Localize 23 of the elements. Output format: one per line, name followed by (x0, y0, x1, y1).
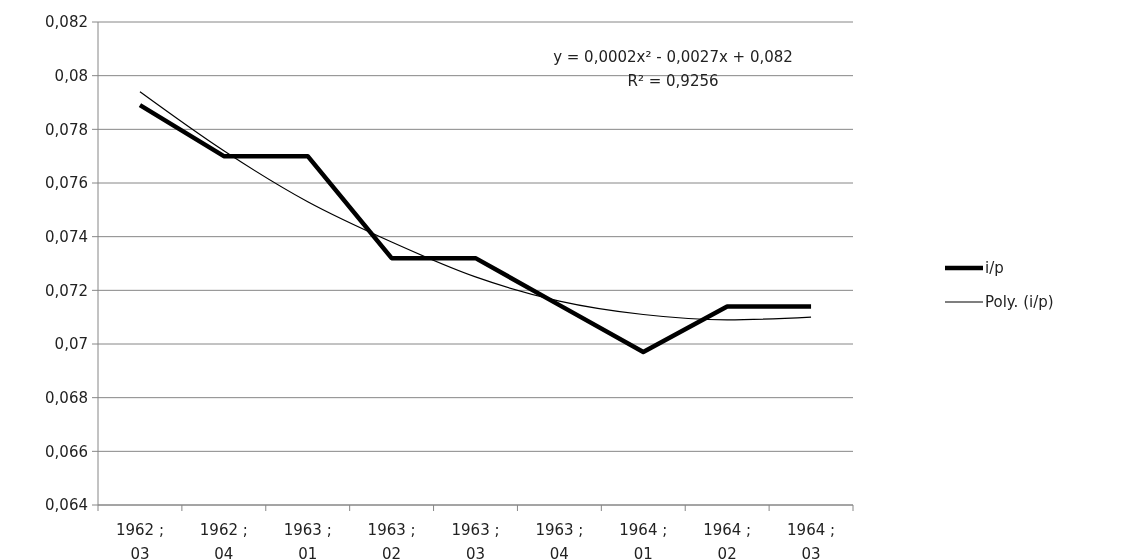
y-tick-label: 0,072 (45, 281, 88, 300)
x-tick-label: 1963 ; 01 (283, 521, 332, 560)
y-tick-label: 0,076 (45, 174, 88, 193)
x-tick-label: 1963 ; 02 (367, 521, 416, 560)
y-tick-label: 0,07 (54, 335, 88, 354)
annotation: y = 0,0002x² - 0,0027x + 0,082 (553, 48, 793, 66)
x-tick-label: 1964 ; 02 (703, 521, 752, 560)
y-tick-label: 0,064 (45, 496, 88, 515)
legend-label: Poly. (i/p) (985, 293, 1054, 312)
y-tick-label: 0,066 (45, 442, 88, 461)
annotation: R² = 0,9256 (627, 72, 719, 90)
x-tick-label: 1964 ; 03 (787, 521, 836, 560)
legend-label: i/p (985, 259, 1004, 278)
x-tick-label: 1964 ; 01 (619, 521, 668, 560)
y-tick-label: 0,078 (45, 120, 88, 139)
y-tick-label: 0,074 (45, 227, 88, 246)
x-tick-label: 1962 ; 04 (199, 521, 248, 560)
y-tick-label: 0,082 (45, 13, 88, 32)
x-tick-label: 1963 ; 04 (535, 521, 584, 560)
y-tick-label: 0,08 (54, 66, 88, 85)
x-tick-label: 1963 ; 03 (451, 521, 500, 560)
x-tick-label: 1962 ; 03 (115, 521, 164, 560)
y-tick-label: 0,068 (45, 388, 88, 407)
